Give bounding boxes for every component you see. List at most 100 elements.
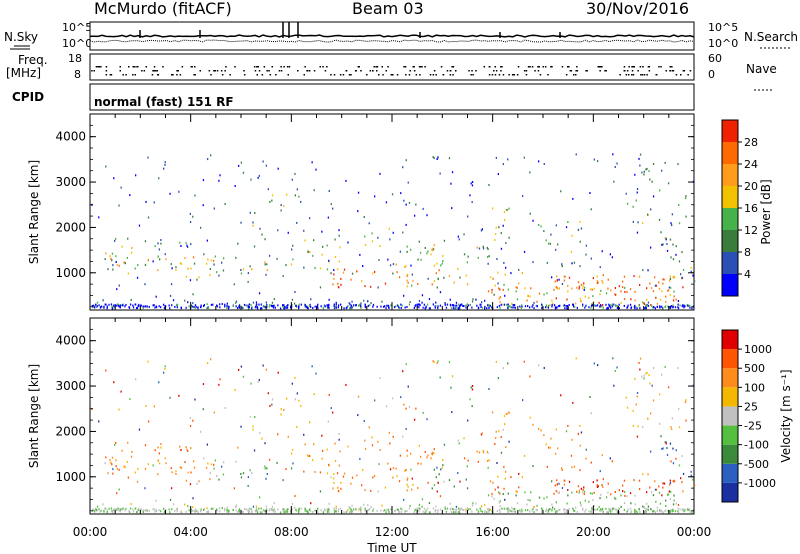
power-cell [144, 263, 147, 266]
power-cell [203, 305, 205, 307]
velocity-cell [652, 399, 655, 402]
power-cell [614, 287, 616, 289]
power-cell [254, 306, 257, 309]
power-cell [432, 247, 434, 250]
velocity-cell [251, 511, 253, 514]
power-cell [319, 286, 322, 289]
power-cell [653, 306, 655, 309]
velocity-cell [200, 510, 202, 512]
power-cell [434, 306, 436, 309]
power-cell [380, 305, 382, 308]
power-cell [109, 255, 111, 258]
power-cell [249, 265, 251, 268]
power-cell [646, 167, 648, 170]
power-cell [408, 201, 411, 204]
power-cell [357, 191, 360, 194]
power-cell [282, 306, 284, 309]
power-cell [465, 306, 467, 309]
power-cell [678, 260, 681, 263]
velocity-cell [591, 507, 593, 510]
power-cell [194, 306, 196, 309]
freq-dot [372, 70, 374, 72]
power-cell [194, 304, 197, 307]
power-cell [624, 286, 626, 289]
velocity-cell [106, 511, 108, 514]
power-cell [524, 287, 526, 290]
velocity-cell [132, 510, 135, 513]
power-cell [543, 230, 545, 233]
power-cell [690, 266, 692, 269]
velocity-cell [406, 454, 408, 457]
velocity-cell [264, 510, 266, 513]
velocity-cell [650, 508, 652, 510]
freq-dot [278, 70, 281, 72]
velocity-cell [260, 511, 262, 514]
velocity-cell [669, 511, 672, 513]
velocity-cell [168, 508, 170, 511]
power-cell [559, 304, 561, 307]
power-cell [164, 163, 166, 166]
power-cell [665, 238, 667, 241]
velocity-cell [370, 489, 372, 492]
velocity-cell [203, 509, 205, 511]
velocity-cell [200, 508, 202, 511]
power-cell [508, 236, 510, 239]
power-cell [495, 233, 497, 236]
velocity-cell [202, 408, 204, 411]
velocity-cell [145, 404, 147, 407]
velocity-cell [296, 509, 298, 512]
velocity-cell [532, 465, 534, 468]
velocity-cell [471, 405, 473, 408]
velocity-cell [634, 494, 636, 497]
power-cell [571, 234, 573, 237]
power-cell [445, 306, 448, 309]
velocity-cell [111, 511, 113, 514]
power-cell [136, 307, 139, 309]
velocity-cell [659, 510, 661, 513]
velocity-cell [431, 453, 433, 456]
velocity-cell [273, 502, 275, 505]
power-cell [405, 203, 407, 206]
velocity-cell [216, 508, 218, 511]
freq-dot [179, 74, 182, 76]
power-cell [106, 307, 108, 310]
velocity-cell [555, 511, 557, 514]
velocity-cell [518, 472, 520, 475]
velocity-cell [255, 509, 258, 512]
velocity-cell [491, 495, 493, 498]
freq-dot [529, 66, 531, 68]
power-cell [614, 166, 616, 168]
velocity-cell [454, 511, 456, 514]
velocity-cell [497, 377, 499, 380]
power-cell [290, 263, 293, 266]
power-cell [339, 246, 341, 249]
velocity-cell [506, 412, 508, 415]
velocity-cell [463, 457, 466, 460]
velocity-cell [164, 365, 166, 368]
power-cell [523, 156, 525, 159]
power-cell [175, 269, 177, 271]
velocity-cell [169, 498, 172, 501]
power-cell [367, 300, 369, 303]
power-cell [602, 282, 604, 284]
freq-dot [143, 70, 146, 72]
velocity-cell [136, 511, 139, 513]
velocity-cell [661, 373, 663, 376]
velocity-cell [247, 508, 249, 511]
velocity-cell [414, 418, 416, 421]
power-cell [482, 245, 484, 248]
velocity-cell [626, 510, 628, 513]
power-cell [610, 303, 612, 306]
velocity-cell [662, 447, 664, 450]
velocity-cell [576, 490, 578, 493]
velocity-cell [277, 371, 279, 374]
velocity-cell [235, 460, 237, 463]
velocity-cell [434, 510, 436, 513]
velocity-cell [155, 510, 158, 513]
power-cell [567, 221, 569, 223]
velocity-cell [505, 413, 507, 415]
velocity-cell [128, 510, 130, 513]
freq-dot [297, 70, 299, 72]
freq-dot [631, 74, 633, 76]
power-cell [488, 305, 490, 308]
